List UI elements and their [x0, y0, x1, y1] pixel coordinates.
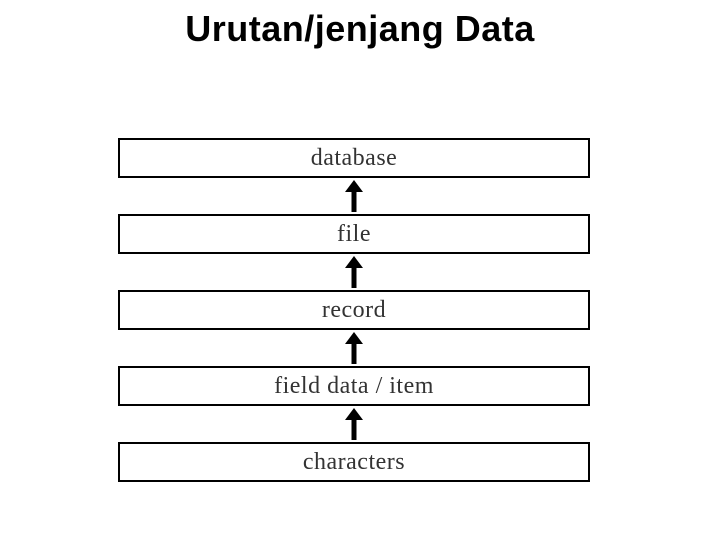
level-label: characters	[303, 449, 405, 476]
up-arrow-icon	[345, 256, 363, 288]
level-label: record	[322, 297, 386, 324]
level-label: field data / item	[274, 373, 434, 400]
up-arrow-icon	[345, 332, 363, 364]
level-box-2: record	[118, 290, 590, 330]
level-box-4: characters	[118, 442, 590, 482]
up-arrow-icon	[345, 408, 363, 440]
hierarchy-diagram: database file record field data / item chara…	[118, 138, 590, 482]
level-label: file	[337, 221, 371, 248]
page-root: Urutan/jenjang Data database file record fi…	[0, 0, 720, 540]
level-box-3: field data / item	[118, 366, 590, 406]
level-box-0: database	[118, 138, 590, 178]
up-arrow-icon	[345, 180, 363, 212]
level-box-1: file	[118, 214, 590, 254]
level-label: database	[311, 145, 398, 172]
page-title: Urutan/jenjang Data	[0, 8, 720, 50]
